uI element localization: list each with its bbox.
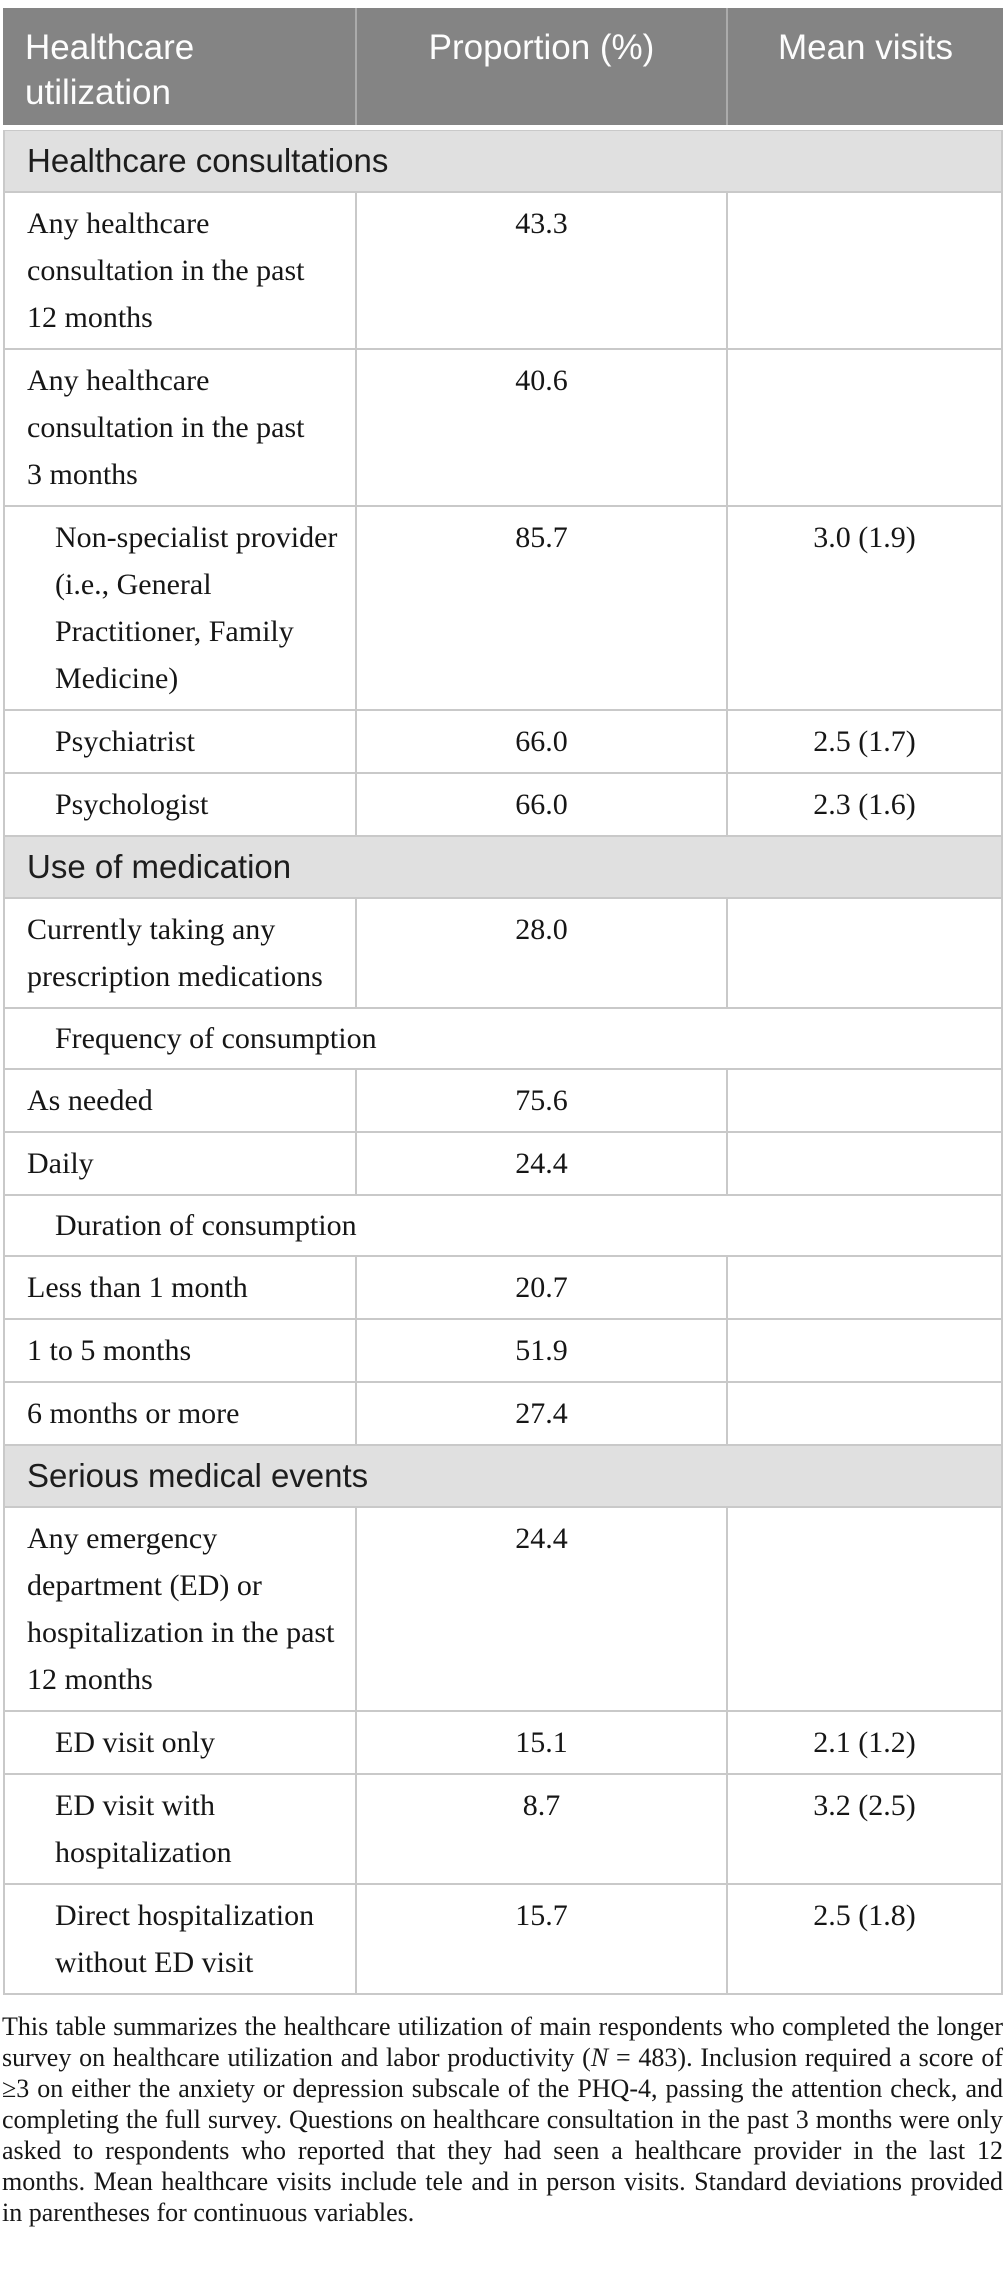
- proportion-value-cell: 51.9: [357, 1320, 728, 1381]
- footnote-segment: This table summarizes the healthcare uti…: [2, 2012, 1003, 2072]
- proportion-value-cell: 24.4: [357, 1133, 728, 1194]
- mean-visits-value-cell: [728, 1508, 1001, 1710]
- proportion-value-cell: 43.3: [357, 193, 728, 348]
- proportion-value-cell: 20.7: [357, 1257, 728, 1318]
- proportion-value-cell: 66.0: [357, 774, 728, 835]
- table-row: As needed 75.6: [5, 1070, 1001, 1133]
- table-body: Healthcare consultations Any healthcare c…: [3, 130, 1003, 1995]
- column-header-proportion: Proportion (%): [355, 8, 726, 125]
- mean-visits-value-cell: [728, 1070, 1001, 1131]
- mean-visits-value-cell: [728, 1383, 1001, 1444]
- mean-visits-value-cell: 2.3 (1.6): [813, 788, 916, 821]
- mean-visits-value-cell: [728, 1257, 1001, 1318]
- row-label-cell: Any healthcare consultation in the past …: [5, 350, 357, 505]
- row-label-cell: Currently taking any prescription medica…: [5, 899, 357, 1007]
- row-label-cell: Psychologist: [5, 774, 357, 835]
- section-header-row: Use of medication: [5, 837, 1001, 899]
- footnote-segment: N: [590, 2043, 609, 2072]
- proportion-value-cell: 28.0: [357, 899, 728, 1007]
- table-row: Non-specialist provider (i.e., General P…: [5, 507, 1001, 711]
- footnote-segment: = 483). Inclusion required a score of ≥3…: [2, 2043, 1003, 2227]
- mean-visits-value-cell: 2.5 (1.7): [813, 725, 916, 758]
- row-label-cell: ED visit with hospitalization: [5, 1775, 357, 1883]
- proportion-value-cell: 15.1: [357, 1712, 728, 1773]
- table-row: Any healthcare consultation in the past …: [5, 350, 1001, 507]
- table-row: Direct hospitalization without ED visit 1…: [5, 1885, 1001, 1993]
- table-row: Any healthcare consultation in the past …: [5, 193, 1001, 350]
- table-row: 6 months or more 27.4: [5, 1383, 1001, 1446]
- table-row: Psychiatrist 66.0 2.5 (1.7): [5, 711, 1001, 774]
- column-header-mean-visits: Mean visits: [726, 8, 1003, 125]
- subsection-label-row: Duration of consumption: [5, 1196, 1001, 1257]
- table-row: Less than 1 month 20.7: [5, 1257, 1001, 1320]
- table-column-header-row: Healthcare utilization Proportion (%) Me…: [3, 8, 1003, 125]
- row-label-cell: Any healthcare consultation in the past …: [5, 193, 357, 348]
- mean-visits-value-cell: [728, 193, 1001, 348]
- mean-visits-value-cell: [728, 1133, 1001, 1194]
- mean-visits-value-cell: 3.0 (1.9): [813, 521, 916, 554]
- row-label-cell: Daily: [5, 1133, 357, 1194]
- footnote: This table summarizes the healthcare uti…: [2, 2011, 1003, 2228]
- row-label-cell: As needed: [5, 1070, 357, 1131]
- section-header-row: Serious medical events: [5, 1446, 1001, 1508]
- proportion-value-cell: 27.4: [357, 1383, 728, 1444]
- column-header-healthcare-utilization: Healthcare utilization: [25, 28, 195, 112]
- row-label-cell: Non-specialist provider (i.e., General P…: [5, 507, 357, 709]
- table-row: 1 to 5 months 51.9: [5, 1320, 1001, 1383]
- table-row: Any emergency department (ED) or hospita…: [5, 1508, 1001, 1712]
- proportion-value-cell: 24.4: [357, 1508, 728, 1710]
- mean-visits-value-cell: [728, 899, 1001, 1007]
- mean-visits-value-cell: [728, 350, 1001, 505]
- subsection-label-row: Frequency of consumption: [5, 1009, 1001, 1070]
- table-row: ED visit with hospitalization 8.7 3.2 (2.5…: [5, 1775, 1001, 1885]
- mean-visits-value-cell: 3.2 (2.5): [813, 1789, 916, 1822]
- table-row: ED visit only 15.1 2.1 (1.2): [5, 1712, 1001, 1775]
- proportion-value-cell: 8.7: [357, 1775, 728, 1883]
- row-label-cell: ED visit only: [5, 1712, 357, 1773]
- proportion-value-cell: 75.6: [357, 1070, 728, 1131]
- table-row: Daily 24.4: [5, 1133, 1001, 1196]
- row-label-cell: Direct hospitalization without ED visit: [5, 1885, 357, 1993]
- proportion-value-cell: 66.0: [357, 711, 728, 772]
- mean-visits-value-cell: [728, 1320, 1001, 1381]
- proportion-value-cell: 85.7: [357, 507, 728, 709]
- table-row: Psychologist 66.0 2.3 (1.6): [5, 774, 1001, 837]
- row-label-cell: 1 to 5 months: [5, 1320, 357, 1381]
- mean-visits-value-cell: 2.1 (1.2): [813, 1726, 916, 1759]
- row-label-cell: 6 months or more: [5, 1383, 357, 1444]
- proportion-value-cell: 15.7: [357, 1885, 728, 1993]
- section-header-row: Healthcare consultations: [5, 131, 1001, 193]
- mean-visits-value-cell: 2.5 (1.8): [813, 1899, 916, 1932]
- row-label-cell: Any emergency department (ED) or hospita…: [5, 1508, 357, 1710]
- table-row: Currently taking any prescription medica…: [5, 899, 1001, 1009]
- proportion-value-cell: 40.6: [357, 350, 728, 505]
- paper-table-page: Healthcare utilization Proportion (%) Me…: [0, 8, 1005, 2288]
- healthcare-utilization-table: Healthcare utilization Proportion (%) Me…: [3, 8, 1003, 1995]
- row-label-cell: Less than 1 month: [5, 1257, 357, 1318]
- row-label-cell: Psychiatrist: [5, 711, 357, 772]
